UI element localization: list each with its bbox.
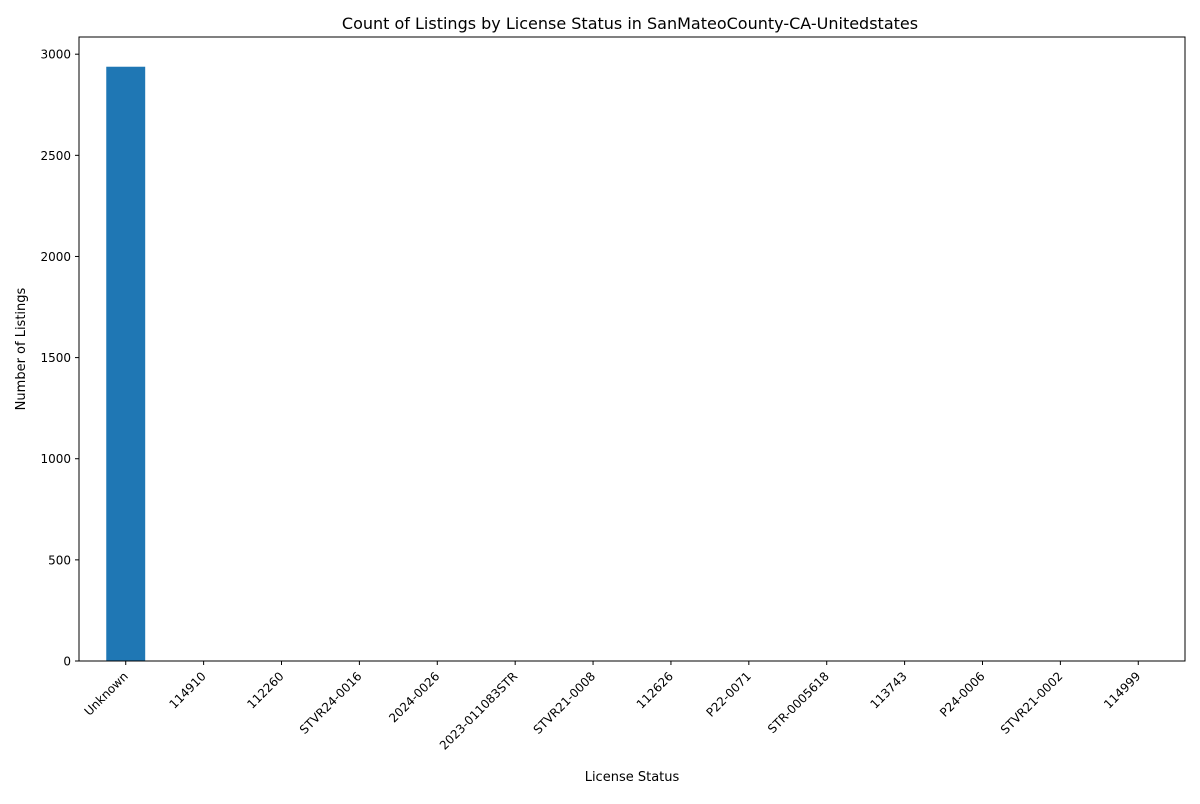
x-tick-label: 112626 xyxy=(634,669,676,711)
y-tick-label: 1500 xyxy=(40,351,71,365)
y-tick-label: 2000 xyxy=(40,250,71,264)
x-tick-label: 114999 xyxy=(1101,669,1143,711)
x-tick-label: STR-0005618 xyxy=(765,669,832,736)
bar-0 xyxy=(106,67,145,661)
x-tick-label: 113743 xyxy=(867,669,909,711)
x-tick-label: STVR21-0008 xyxy=(531,669,599,737)
x-tick-label: P24-0006 xyxy=(937,669,987,719)
y-tick-label: 0 xyxy=(63,655,71,669)
chart-title: Count of Listings by License Status in S… xyxy=(342,14,918,33)
y-axis-label: Number of Listings xyxy=(14,287,29,410)
y-axis: 0 500 1000 1500 2000 2500 3000 xyxy=(40,48,79,669)
y-tick-label: 3000 xyxy=(40,48,71,62)
x-tick-label: 112260 xyxy=(244,669,286,711)
x-tick-label: 2023-011083STR xyxy=(437,669,520,752)
y-tick-label: 2500 xyxy=(40,149,71,163)
plot-frame xyxy=(79,37,1185,661)
y-tick-label: 1000 xyxy=(40,452,71,466)
y-tick-label: 500 xyxy=(48,553,71,567)
x-tick-label: STVR21-0002 xyxy=(998,669,1066,737)
x-axis: Unknown 114910 112260 STVR24-0016 2024-00262… xyxy=(82,661,1144,753)
x-tick-label: 2024-0026 xyxy=(386,669,442,725)
x-tick-label: P22-0071 xyxy=(703,669,753,719)
x-tick-label: 114910 xyxy=(166,669,208,711)
x-axis-label: License Status xyxy=(585,770,680,785)
bars-group xyxy=(106,67,1157,661)
x-tick-label: Unknown xyxy=(82,669,131,718)
x-tick-label: STVR24-0016 xyxy=(297,669,365,737)
